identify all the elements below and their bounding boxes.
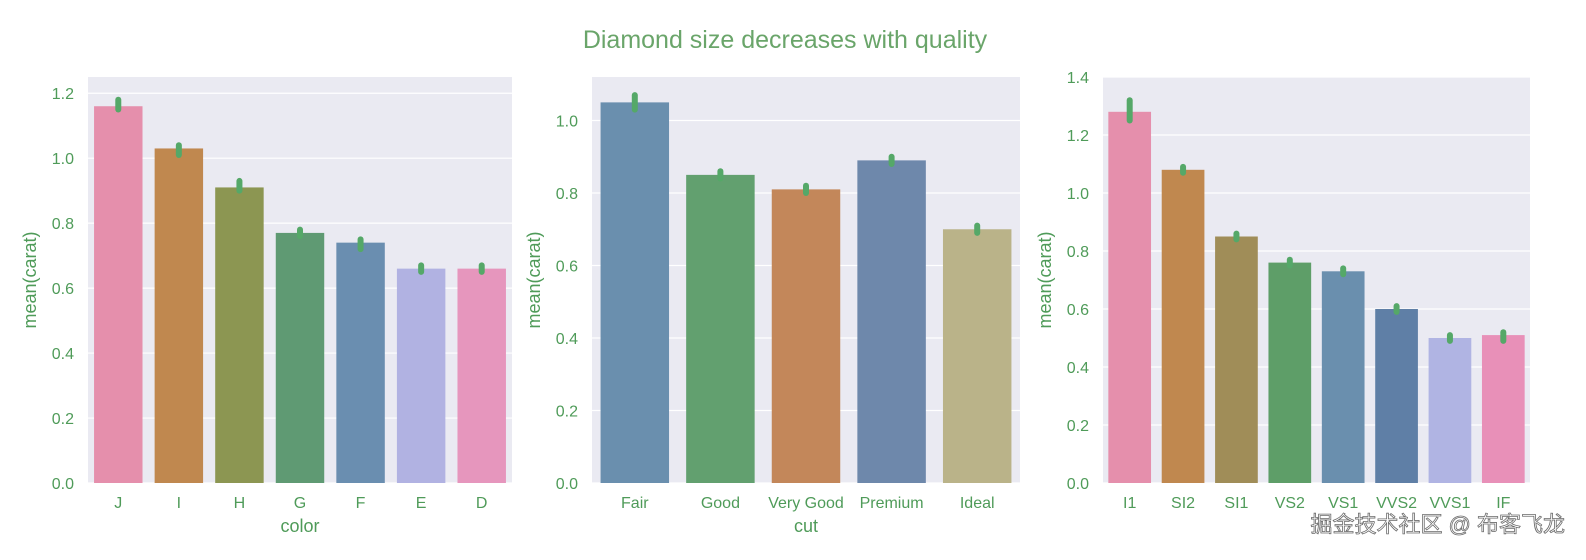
x-tick-label: Premium xyxy=(860,495,924,512)
bar-e xyxy=(396,268,446,483)
y-tick-label: 1.4 xyxy=(1067,70,1089,87)
y-tick-label: 0.4 xyxy=(52,346,74,363)
chart-panel-2: 0.0 0.2 0.4 0.6 0.8 1.0 Fair Good Very Good Premi… xyxy=(524,77,1020,536)
y-tick-label: 1.2 xyxy=(52,86,74,103)
y-tick-label: 0.6 xyxy=(556,259,578,276)
y-axis-label: mean(carat) xyxy=(524,231,544,328)
bar-vs1 xyxy=(1321,271,1365,483)
y-tick-label: 1.2 xyxy=(1067,128,1089,145)
y-tick-label: 0.0 xyxy=(52,476,74,493)
bar-vs2 xyxy=(1268,262,1312,483)
x-tick-label: E xyxy=(416,495,427,512)
bar-premium xyxy=(857,160,926,483)
x-tick-label: VVS2 xyxy=(1376,495,1417,512)
bar-vvs2 xyxy=(1375,309,1418,483)
x-tick-label: Ideal xyxy=(960,495,995,512)
bar-ideal xyxy=(942,229,1012,483)
bar-d xyxy=(457,268,506,483)
y-tick-label: 0.0 xyxy=(1067,476,1089,493)
y-tick-label: 1.0 xyxy=(556,114,578,131)
bar-if xyxy=(1481,335,1525,483)
y-tick-label: 0.8 xyxy=(52,216,74,233)
bar-f xyxy=(336,242,385,483)
y-tick-label: 0.6 xyxy=(52,281,74,298)
x-tick-label: SI1 xyxy=(1224,495,1248,512)
x-tick-label: G xyxy=(294,495,306,512)
y-tick-label: 0.2 xyxy=(556,404,578,421)
chart-panel-3: 0.0 0.2 0.4 0.6 0.8 1.0 1.2 1.4 I1 SI2 SI1 VS2 VS1 VV… xyxy=(1035,70,1530,512)
y-axis-label: mean(carat) xyxy=(20,231,40,328)
x-tick-label: F xyxy=(356,495,366,512)
x-tick-label: Very Good xyxy=(768,495,844,512)
y-tick-label: 0.0 xyxy=(556,476,578,493)
x-tick-label: VS2 xyxy=(1275,495,1305,512)
figure-title: Diamond size decreases with quality xyxy=(583,26,988,54)
bar-h xyxy=(215,187,264,483)
x-tick-label: I xyxy=(177,495,181,512)
x-tick-label: D xyxy=(476,495,488,512)
bar-vvs1 xyxy=(1428,338,1472,483)
y-tick-label: 1.0 xyxy=(52,151,74,168)
bar-very-good xyxy=(771,189,841,483)
y-tick-label: 0.4 xyxy=(556,331,578,348)
watermark-text: 掘金技术社区 @ 布客飞龙 xyxy=(1310,512,1565,537)
bar-si2 xyxy=(1161,169,1205,484)
y-axis-label: mean(carat) xyxy=(1035,231,1055,328)
x-tick-label: SI2 xyxy=(1171,495,1195,512)
bar-good xyxy=(686,174,755,483)
bar-g xyxy=(275,232,325,483)
y-tick-label: 0.4 xyxy=(1067,360,1089,377)
x-tick-label: VVS1 xyxy=(1429,495,1470,512)
x-tick-label: J xyxy=(114,495,122,512)
x-axis-label: color xyxy=(280,516,319,536)
x-tick-label: I1 xyxy=(1123,495,1136,512)
y-tick-label: 0.2 xyxy=(52,411,74,428)
bar-fair xyxy=(600,102,670,483)
x-tick-label: H xyxy=(234,495,246,512)
bar-si1 xyxy=(1215,236,1258,483)
bar-i xyxy=(154,148,204,483)
x-tick-label: Fair xyxy=(621,495,649,512)
x-tick-label: VS1 xyxy=(1328,495,1358,512)
y-tick-label: 0.8 xyxy=(556,186,578,203)
y-tick-label: 0.2 xyxy=(1067,418,1089,435)
y-tick-label: 0.6 xyxy=(1067,302,1089,319)
bar-i1 xyxy=(1108,111,1152,484)
y-tick-label: 1.0 xyxy=(1067,186,1089,203)
bar-j xyxy=(94,106,143,484)
x-tick-label: Good xyxy=(701,495,740,512)
y-tick-label: 0.8 xyxy=(1067,244,1089,261)
x-axis-label: cut xyxy=(794,516,818,536)
x-tick-label: IF xyxy=(1496,495,1510,512)
